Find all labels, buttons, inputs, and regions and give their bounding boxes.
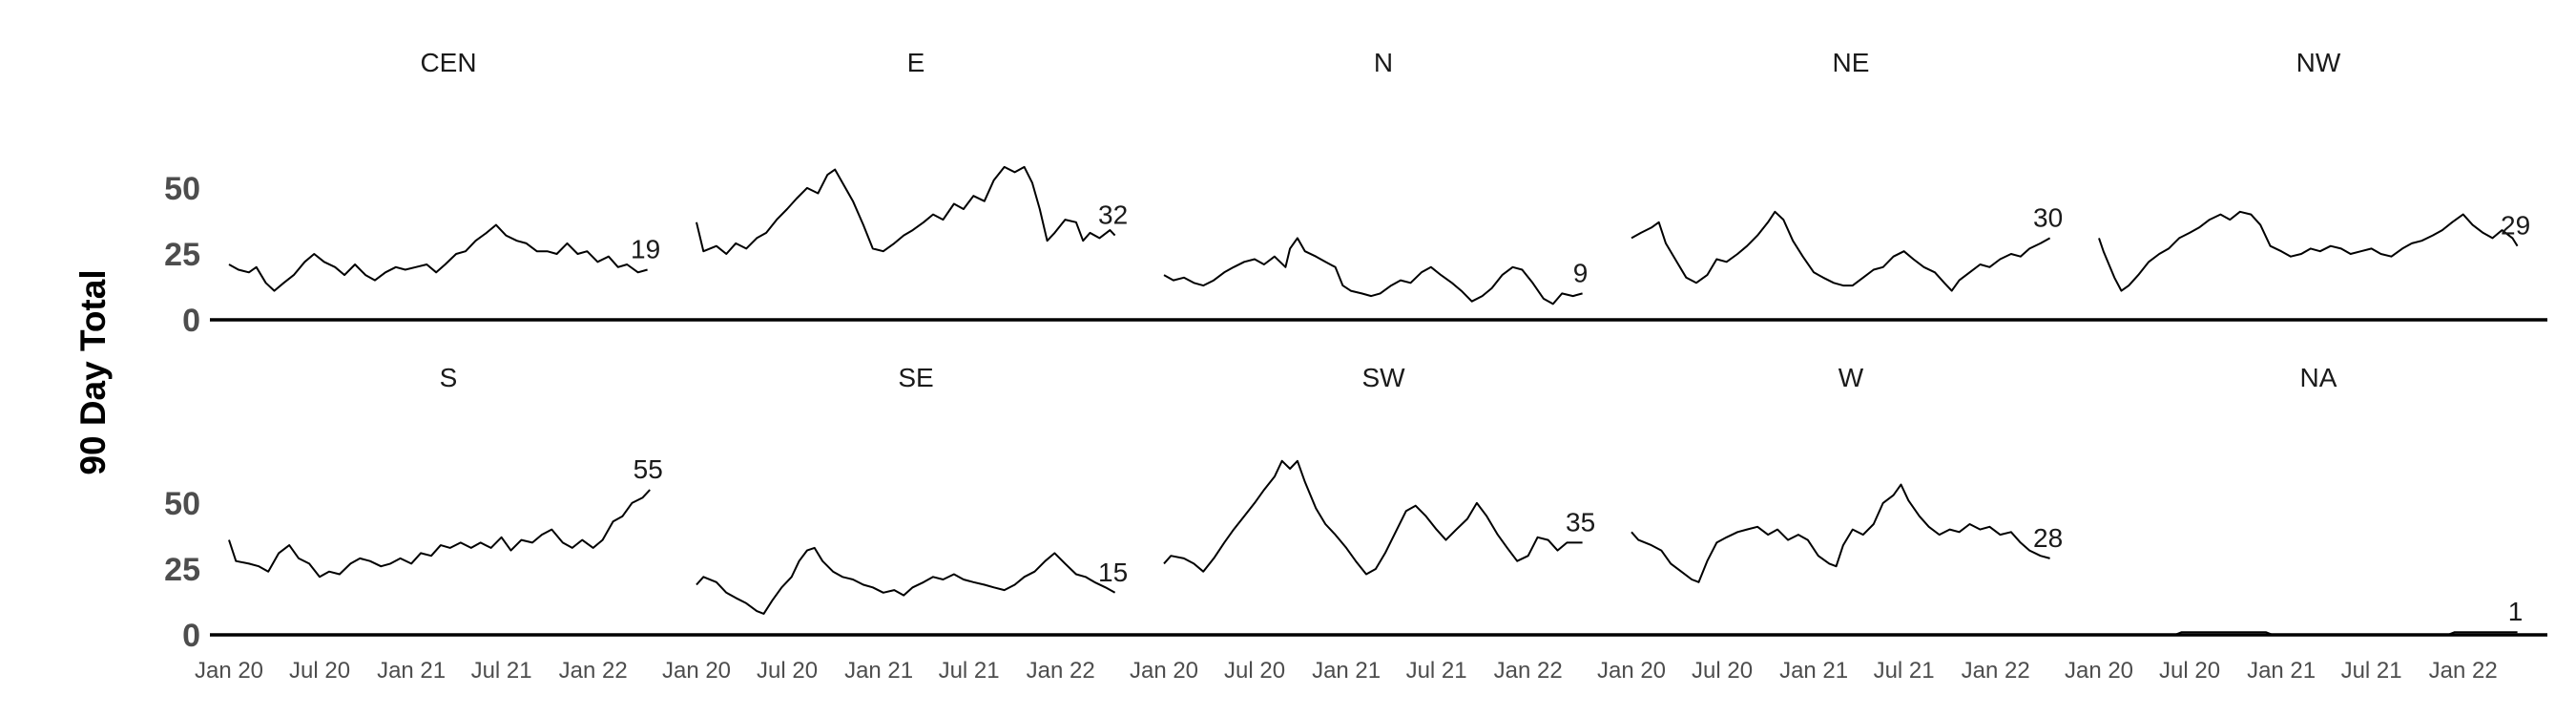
facet-panel-cen: CEN 19 (210, 48, 677, 322)
x-tick-label: Jul 20 (757, 658, 818, 684)
x-tick-label: Jan 21 (844, 658, 913, 684)
end-value-label: 55 (634, 454, 663, 484)
x-tick-label: Jan 22 (2429, 658, 2498, 684)
end-value-label: 32 (1098, 200, 1128, 230)
facet-title: S (440, 363, 458, 392)
end-value-label: 15 (1098, 558, 1128, 587)
y-tick-label: 0 (182, 303, 200, 339)
x-tick-label: Jan 20 (2065, 658, 2133, 684)
series-line (228, 489, 651, 579)
y-tick-label: 50 (164, 486, 200, 522)
facet-title: W (1839, 363, 1864, 392)
x-tick-label: Jan 20 (1130, 658, 1198, 684)
x-tick-label: Jul 21 (471, 658, 532, 684)
series-line (1631, 483, 2050, 583)
x-tick-label: Jul 21 (2341, 658, 2402, 684)
x-tick-label: Jul 20 (2159, 658, 2220, 684)
x-tick-label: Jan 20 (1597, 658, 1666, 684)
facet-title: E (907, 48, 925, 77)
y-axis-title: 90 Day Total (73, 269, 113, 474)
facet-title: N (1374, 48, 1393, 77)
facet-panel-e: E 32 (677, 48, 1145, 322)
x-tick-label: Jan 22 (1027, 658, 1095, 684)
facet-panel-ne: NE 30 (1612, 48, 2080, 322)
x-tick-label: Jul 21 (1406, 658, 1467, 684)
series-line (696, 165, 1116, 255)
x-tick-label: Jan 22 (1494, 658, 1563, 684)
series-line (2099, 631, 2518, 636)
end-value-label: 1 (2508, 597, 2524, 626)
series-line (1631, 210, 2051, 292)
x-tick-label: Jan 21 (1779, 658, 1848, 684)
x-tick-label: Jan 21 (2247, 658, 2316, 684)
x-tick-label: Jan 21 (1312, 658, 1381, 684)
facet-panel-se: SE 15 Jan 20 Jul 20 Jan 21 Jul 21 Jan 22 (662, 363, 1145, 684)
series-line (696, 546, 1116, 615)
facet-title: NE (1833, 48, 1870, 77)
x-tick-label: Jul 21 (1874, 658, 1935, 684)
y-tick-label: 0 (182, 618, 200, 654)
x-tick-label: Jul 20 (1692, 658, 1753, 684)
facet-title: NA (2300, 363, 2337, 392)
end-value-label: 29 (2501, 211, 2530, 241)
x-tick-label: Jul 21 (939, 658, 1000, 684)
facet-panel-n: N9 (1145, 48, 1612, 322)
x-tick-label: Jan 22 (1962, 658, 2030, 684)
end-value-label: 19 (631, 235, 660, 264)
series-line (228, 223, 648, 292)
facet-title: NW (2296, 48, 2341, 77)
y-tick-label: 25 (164, 552, 200, 588)
x-tick-label: Jul 20 (289, 658, 350, 684)
end-value-label: 35 (1566, 507, 1595, 537)
x-tick-label: Jan 20 (195, 658, 263, 684)
facet-title: SE (898, 363, 933, 392)
x-tick-label: Jan 21 (377, 658, 446, 684)
x-tick-label: Jul 20 (1224, 658, 1285, 684)
series-line (1163, 237, 1583, 305)
facet-title: CEN (420, 48, 476, 77)
end-value-label: 28 (2033, 523, 2063, 553)
x-tick-label: Jan 20 (662, 658, 731, 684)
series-line (1163, 459, 1583, 576)
facet-panel-sw: SW 35 Jan 20 Jul 20 Jan 21 Jul 21 Jan 22 (1130, 363, 1612, 684)
facet-panel-s: S 55 Jan 20 Jul 20 Jan 21 Jul 21 Jan 22 (195, 363, 677, 684)
x-tick-label: Jan 22 (559, 658, 628, 684)
facet-panel-w: W 28 Jan 20 Jul 20 Jan 21 Jul 21 Jan 22 (1597, 363, 2080, 684)
end-value-label: 9 (1573, 258, 1589, 287)
facet-panel-nw: NW 29 (2080, 48, 2547, 322)
facet-panel-na: NA 1 Jan 20 Jul 20 Jan 21 Jul 21 Jan 22 (2065, 363, 2547, 684)
series-line (2098, 210, 2519, 292)
facet-title: SW (1361, 363, 1405, 392)
end-value-label: 30 (2033, 202, 2063, 232)
y-tick-label: 25 (164, 237, 200, 273)
y-tick-label: 50 (164, 171, 200, 207)
